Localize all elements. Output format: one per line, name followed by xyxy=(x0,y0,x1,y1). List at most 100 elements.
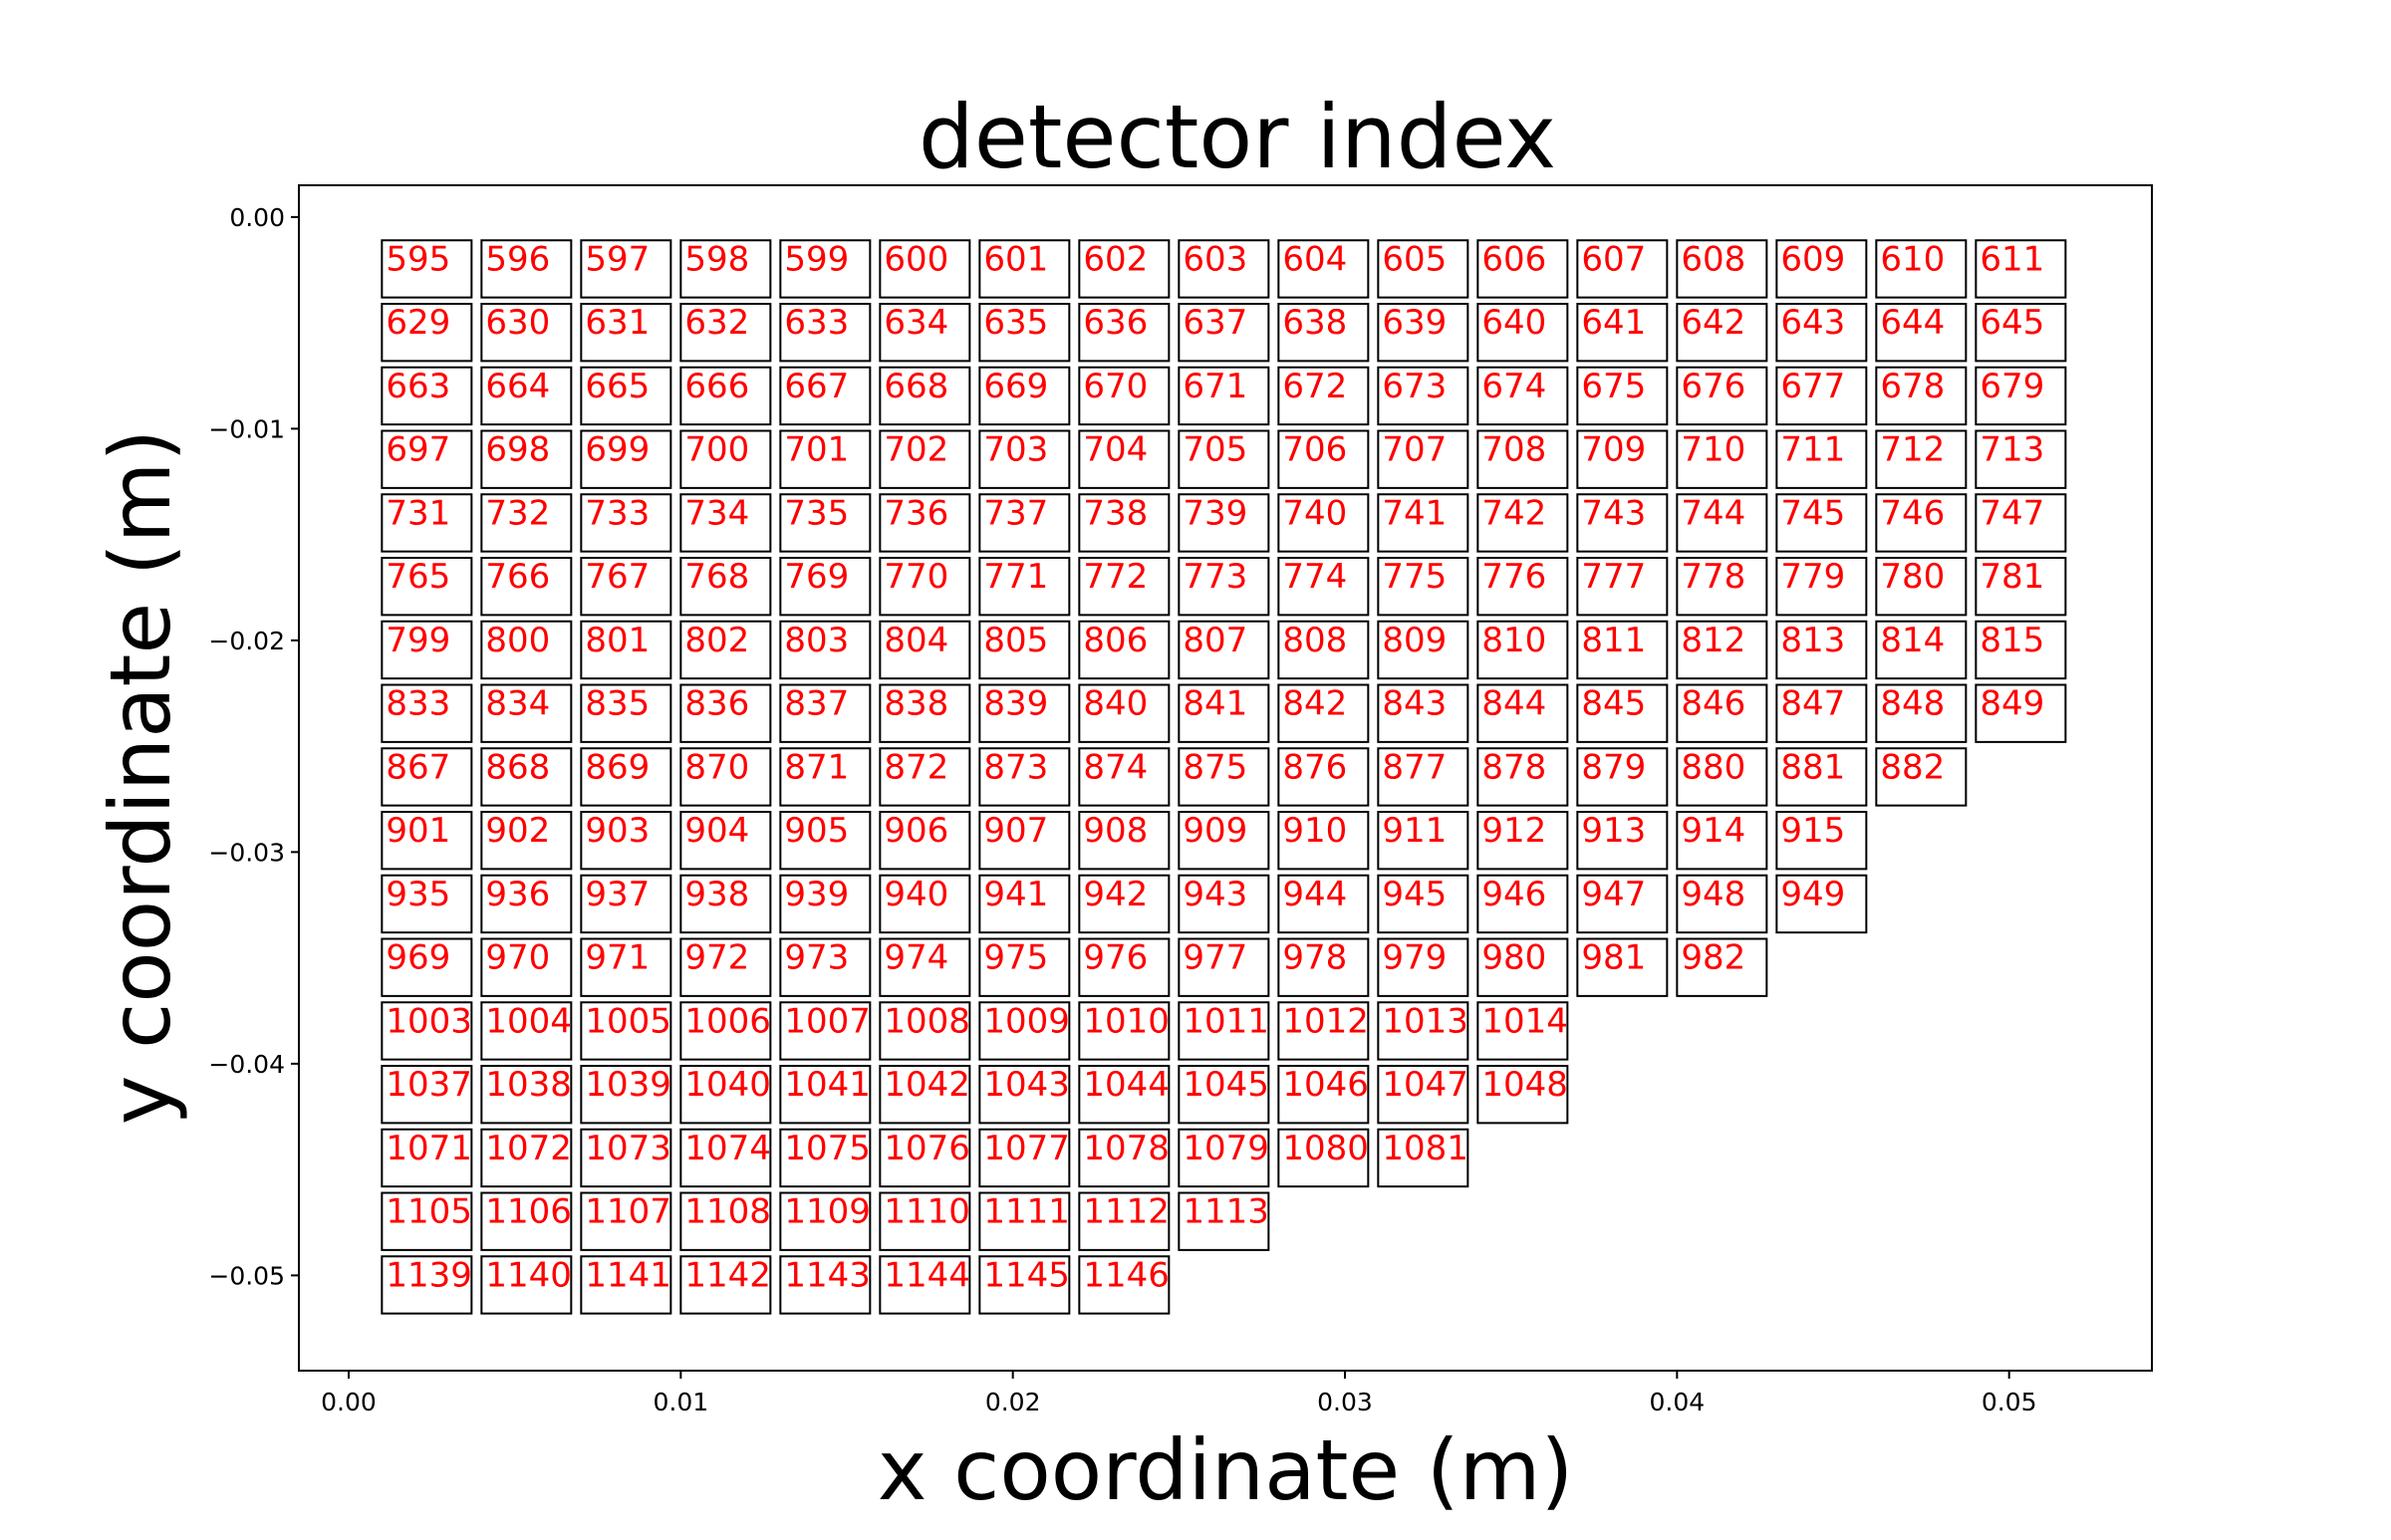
detector-cell: 605 xyxy=(1377,239,1469,299)
detector-box xyxy=(1875,429,1968,489)
detector-box xyxy=(1476,366,1569,426)
detector-index-label: 1012 xyxy=(1282,1001,1369,1041)
detector-index-label: 595 xyxy=(386,239,450,279)
detector-cell: 741 xyxy=(1377,493,1469,553)
detector-box xyxy=(1178,429,1270,489)
detector-box xyxy=(1576,239,1669,299)
detector-box xyxy=(480,874,573,934)
detector-box xyxy=(1377,1001,1469,1061)
detector-cell: 940 xyxy=(879,874,971,934)
detector-index-label: 880 xyxy=(1681,747,1745,787)
detector-box xyxy=(1676,493,1768,553)
detector-box xyxy=(1775,493,1868,553)
detector-index-label: 1041 xyxy=(784,1065,871,1105)
detector-box xyxy=(1875,620,1968,680)
detector-box xyxy=(1576,493,1669,553)
detector-index-label: 912 xyxy=(1481,811,1546,851)
detector-index-label: 915 xyxy=(1780,811,1845,851)
detector-index-label: 776 xyxy=(1481,557,1546,597)
detector-box xyxy=(1676,366,1768,426)
detector-box xyxy=(978,1065,1071,1125)
detector-box xyxy=(879,557,971,617)
detector-cell: 700 xyxy=(679,429,772,489)
detector-index-label: 602 xyxy=(1083,239,1148,279)
detector-index-label: 637 xyxy=(1183,303,1247,343)
detector-index-label: 942 xyxy=(1083,875,1148,914)
detector-box xyxy=(1476,811,1569,871)
detector-index-label: 596 xyxy=(485,239,550,279)
detector-index-label: 1072 xyxy=(485,1129,572,1168)
detector-box xyxy=(580,1128,672,1188)
detector-box xyxy=(1975,493,2067,553)
detector-index-label: 974 xyxy=(884,938,948,978)
detector-index-label: 808 xyxy=(1282,621,1347,660)
detector-index-label: 807 xyxy=(1183,621,1247,660)
detector-cell: 638 xyxy=(1277,303,1370,363)
detector-cell: 875 xyxy=(1178,747,1270,807)
detector-cell: 800 xyxy=(480,620,573,680)
detector-index-label: 744 xyxy=(1681,493,1745,533)
detector-box xyxy=(1476,493,1569,553)
detector-cell: 772 xyxy=(1078,557,1171,617)
detector-box xyxy=(779,620,872,680)
detector-cell: 945 xyxy=(1377,874,1469,934)
detector-index-label: 679 xyxy=(1980,367,2044,406)
detector-cell: 734 xyxy=(679,493,772,553)
detector-cell: 1005 xyxy=(580,1001,672,1061)
detector-cell: 608 xyxy=(1676,239,1768,299)
detector-cell: 839 xyxy=(978,683,1071,743)
detector-index-label: 1109 xyxy=(784,1192,871,1232)
detector-index-label: 845 xyxy=(1581,684,1646,724)
detector-index-label: 834 xyxy=(485,684,550,724)
detector-box xyxy=(480,366,573,426)
detector-box xyxy=(779,239,872,299)
detector-index-label: 738 xyxy=(1083,493,1148,533)
detector-index-label: 735 xyxy=(784,493,849,533)
detector-cell: 847 xyxy=(1775,683,1868,743)
detector-index-label: 642 xyxy=(1681,303,1745,343)
detector-cell: 837 xyxy=(779,683,872,743)
detector-cell: 808 xyxy=(1277,620,1370,680)
y-axis: 0.00 −0.01 −0.02 −0.03 −0.04 −0.05 xyxy=(208,203,299,1290)
detector-index-label: 842 xyxy=(1282,684,1347,724)
detector-box xyxy=(679,683,772,743)
detector-index-label: 979 xyxy=(1382,938,1447,978)
detector-box xyxy=(1775,747,1868,807)
detector-index-label: 1110 xyxy=(884,1192,970,1232)
detector-box xyxy=(381,1001,473,1061)
detector-index-label: 711 xyxy=(1780,430,1845,470)
detector-cell: 845 xyxy=(1576,683,1669,743)
detector-box xyxy=(1975,557,2067,617)
detector-box xyxy=(978,303,1071,363)
detector-box xyxy=(1277,493,1370,553)
detector-index-label: 771 xyxy=(983,557,1048,597)
detector-index-label: 836 xyxy=(684,684,749,724)
detector-index-label: 636 xyxy=(1083,303,1148,343)
detector-cell: 733 xyxy=(580,493,672,553)
detector-box xyxy=(779,1065,872,1125)
detector-index-label: 611 xyxy=(1980,239,2044,279)
detector-box xyxy=(679,1065,772,1125)
detector-box xyxy=(1277,1128,1370,1188)
detector-index-label: 1076 xyxy=(884,1129,970,1168)
detector-box xyxy=(381,239,473,299)
detector-cell: 712 xyxy=(1875,429,1968,489)
detector-cell: 732 xyxy=(480,493,573,553)
detector-index-label: 802 xyxy=(684,621,749,660)
detector-box xyxy=(1078,429,1171,489)
detector-cell: 697 xyxy=(381,429,473,489)
detector-cell: 744 xyxy=(1676,493,1768,553)
detector-cell: 703 xyxy=(978,429,1071,489)
y-tick-label: 0.00 xyxy=(229,203,285,232)
detector-cell: 809 xyxy=(1377,620,1469,680)
detector-index-label: 843 xyxy=(1382,684,1447,724)
detector-box xyxy=(1078,1191,1171,1251)
detector-cell: 767 xyxy=(580,557,672,617)
detector-index-label: 910 xyxy=(1282,811,1347,851)
detector-box xyxy=(978,811,1071,871)
y-axis-title: y coordinate (m) xyxy=(92,429,189,1126)
detector-index-label: 610 xyxy=(1880,239,1945,279)
detector-box xyxy=(480,1001,573,1061)
detector-box xyxy=(779,683,872,743)
detector-cell: 868 xyxy=(480,747,573,807)
